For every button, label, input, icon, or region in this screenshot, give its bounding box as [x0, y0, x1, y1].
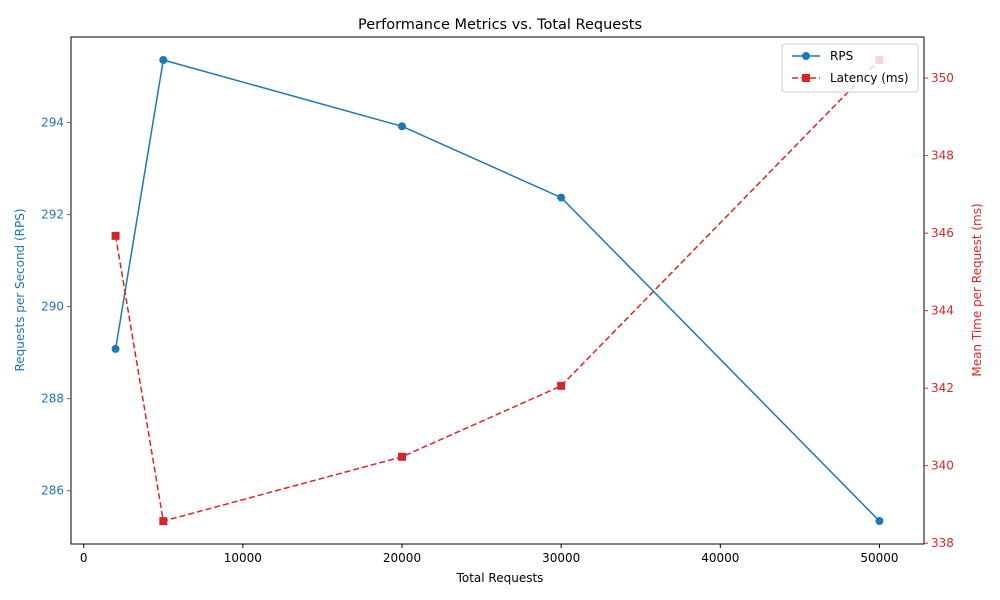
- series-line-1: [114, 59, 880, 523]
- series-line-0: [114, 59, 880, 522]
- right-y-tick-label: 350: [931, 71, 954, 85]
- series-layer: [111, 55, 884, 526]
- chart-title: Performance Metrics vs. Total Requests: [358, 17, 642, 33]
- rps-point: [159, 56, 168, 65]
- legend-marker-circle: [802, 52, 810, 60]
- latency-point: [398, 452, 407, 461]
- right-y-tick-label: 344: [931, 304, 954, 318]
- rps-point: [875, 516, 884, 525]
- rps-point: [557, 193, 566, 202]
- x-tick-label: 40000: [701, 551, 739, 565]
- legend-label: Latency (ms): [830, 71, 909, 85]
- rps-point: [398, 122, 407, 131]
- x-axis-ticks: 0 10000 20000 30000 40000 50000: [80, 544, 899, 565]
- rps-point: [111, 344, 120, 353]
- x-tick-label: 30000: [542, 551, 580, 565]
- right-y-axis-label: Mean Time per Request (ms): [970, 203, 984, 376]
- latency-point: [557, 381, 566, 390]
- latency-point: [111, 231, 120, 240]
- left-y-tick-label: 294: [41, 116, 64, 130]
- right-y-tick-label: 340: [931, 459, 954, 473]
- legend-marker-square: [802, 74, 810, 82]
- left-y-tick-label: 286: [41, 484, 64, 498]
- x-tick-label: 20000: [383, 551, 421, 565]
- legend: RPS Latency (ms): [781, 43, 919, 93]
- latency-point: [159, 517, 168, 526]
- left-y-axis-ticks: 286 288 290 292 294: [41, 116, 71, 498]
- left-y-tick-label: 292: [41, 208, 64, 222]
- left-y-axis-label: Requests per Second (RPS): [13, 208, 27, 371]
- right-y-tick-label: 338: [931, 536, 954, 550]
- left-y-tick-label: 288: [41, 392, 64, 406]
- right-y-tick-label: 342: [931, 381, 954, 395]
- x-tick-label: 0: [80, 551, 88, 565]
- plot-frame: [70, 36, 925, 545]
- x-tick-label: 10000: [224, 551, 262, 565]
- right-y-tick-label: 348: [931, 149, 954, 163]
- legend-label: RPS: [830, 49, 853, 63]
- right-y-tick-label: 346: [931, 226, 954, 240]
- right-y-axis-ticks: 338 340 342 344 346 348 350: [924, 71, 954, 550]
- x-axis-label: Total Requests: [456, 571, 544, 585]
- x-tick-label: 50000: [860, 551, 898, 565]
- left-y-tick-label: 290: [41, 300, 64, 314]
